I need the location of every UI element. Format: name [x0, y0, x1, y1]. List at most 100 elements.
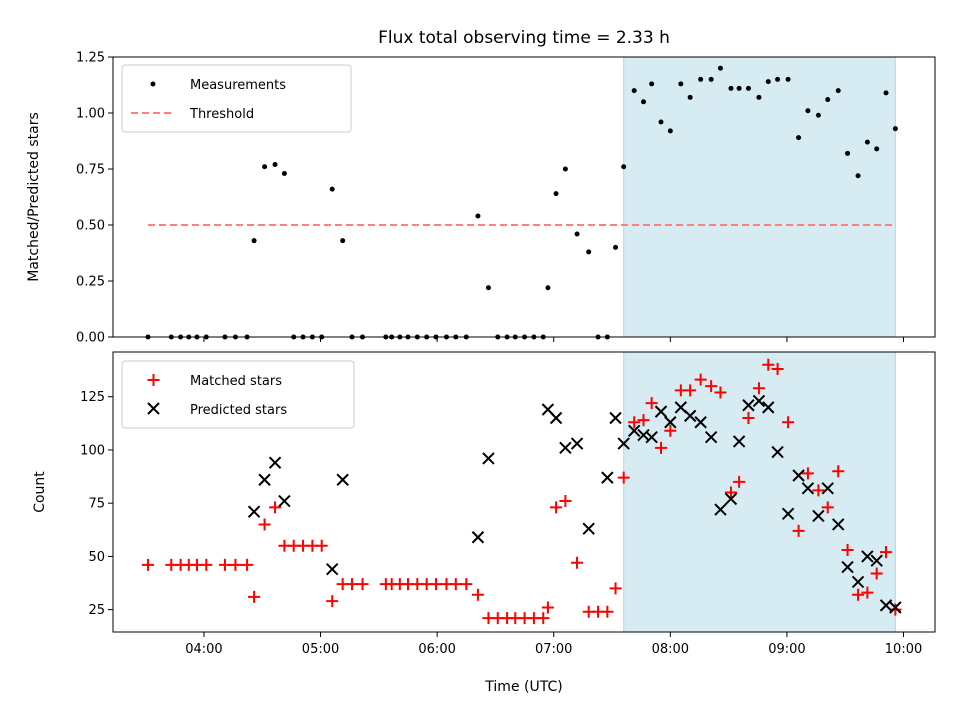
measurement-point — [805, 108, 811, 114]
top-x-ticks — [203, 337, 905, 342]
matched-star-marker — [241, 558, 254, 571]
predicted-star-marker — [801, 482, 815, 495]
measurement-point — [613, 244, 619, 250]
matched-star-marker — [880, 546, 893, 559]
measurement-point — [574, 231, 580, 237]
matched-star-marker — [771, 363, 784, 376]
top-legend: Measurements Threshold — [121, 64, 352, 133]
legend-label-predicted-stars: Predicted stars — [190, 403, 287, 418]
matched-star-marker — [705, 380, 718, 393]
predicted-star-marker — [582, 522, 595, 535]
bottom-shaded-region — [623, 351, 896, 633]
matched-star-marker — [684, 384, 697, 397]
top-axes-frame — [112, 56, 936, 338]
legend-label-measurements: Measurements — [190, 78, 286, 93]
predicted-star-marker — [247, 505, 261, 518]
measurement-point — [251, 238, 257, 244]
top-panel: 0.00 0.25 0.50 0.75 1.00 1.25 Matched/Predict… — [26, 51, 936, 346]
y-tick-label: 1.00 — [76, 107, 105, 122]
bottom-axes-frame — [112, 351, 936, 633]
matched-star-marker — [141, 558, 154, 571]
predicted-star-marker — [704, 430, 718, 444]
top-shaded-region — [623, 56, 896, 338]
legend-marker-measurements — [150, 81, 156, 87]
predicted-star-marker — [832, 518, 845, 531]
predicted-star-marker — [654, 405, 668, 418]
matched-star-marker — [617, 471, 630, 484]
measurement-point — [892, 126, 898, 132]
x-tick-label: 10:00 — [885, 642, 922, 657]
matched-star-marker — [637, 414, 650, 427]
y-tick-label: 50 — [88, 550, 105, 565]
top-shaded-rect — [623, 56, 896, 338]
measurement-point — [698, 76, 704, 82]
matched-star-marker — [550, 501, 563, 514]
matched-star-marker — [832, 465, 845, 478]
matched-star-marker — [258, 518, 271, 531]
matched-star-marker — [762, 358, 775, 371]
predicted-star-marker — [821, 482, 834, 495]
matched-star-marker — [346, 578, 359, 591]
x-tick-label: 04:00 — [185, 642, 222, 657]
predicted-star-marker — [278, 494, 291, 508]
matched-star-marker — [460, 578, 473, 591]
predicted-star-marker — [482, 452, 495, 465]
measurement-point — [765, 79, 771, 85]
matched-star-marker — [471, 588, 484, 601]
predicted-star-marker — [325, 562, 339, 576]
y-tick-label: 25 — [88, 603, 105, 618]
matched-star-marker — [356, 578, 369, 591]
predicted-star-marker — [762, 401, 775, 414]
matched-star-marker — [724, 486, 737, 499]
matched-star-marker — [609, 582, 622, 595]
matched-star-marker — [571, 556, 584, 569]
predicted-star-marker — [714, 503, 727, 516]
predicted-star-marker — [627, 424, 641, 437]
legend-marker-predicted-stars — [147, 402, 160, 415]
measurement-point — [756, 94, 762, 100]
measurement-point — [785, 76, 791, 82]
predicted-star-marker — [889, 601, 902, 614]
matched-star-marker — [449, 578, 462, 591]
measurement-point — [796, 135, 802, 141]
measurement-point — [687, 94, 693, 100]
predicted-star-marker — [601, 471, 614, 484]
y-tick-label: 0.00 — [76, 331, 105, 346]
y-tick-label: 1.25 — [76, 51, 105, 66]
matched-star-marker — [655, 441, 667, 454]
matched-star-marker — [752, 382, 765, 395]
predicted-star-marker — [609, 411, 622, 425]
matched-star-marker — [733, 475, 746, 488]
measurement-point — [708, 76, 714, 82]
legend-marker-matched-stars — [147, 374, 160, 386]
matched-star-marker — [694, 373, 707, 386]
matched-star-marker — [429, 578, 442, 591]
bot-shaded-rect — [623, 351, 896, 633]
predicted-star-marker — [570, 437, 584, 450]
measurement-point — [641, 99, 647, 105]
measurement-point — [658, 119, 664, 125]
matched-star-marker — [541, 601, 554, 614]
measurement-point — [736, 85, 742, 91]
matched-star-marker — [714, 386, 727, 399]
predicted-star-marker — [683, 409, 697, 423]
matched-star-points — [141, 358, 902, 625]
matched-star-marker — [645, 397, 658, 410]
measurement-point — [272, 162, 278, 168]
predicted-star-marker — [258, 473, 271, 486]
bottom-y-ticks: 25 50 75 100 125 — [80, 390, 113, 618]
top-y-axis-label: Matched/Predicted stars — [26, 112, 42, 282]
x-axis-label: Time (UTC) — [484, 679, 562, 695]
bottom-panel: 25 50 75 100 125 04:00 05:00 06:00 07:00 08:00 09… — [32, 351, 936, 695]
matched-star-marker — [664, 424, 677, 437]
top-y-ticks: 0.00 0.25 0.50 0.75 1.00 1.25 — [76, 51, 113, 346]
predicted-star-marker — [645, 430, 658, 444]
y-tick-label: 0.50 — [76, 219, 105, 234]
matched-star-marker — [812, 484, 825, 497]
measurement-point — [835, 88, 841, 94]
y-tick-label: 75 — [88, 497, 105, 512]
measurement-point — [864, 139, 870, 145]
measurement-point — [281, 170, 287, 176]
predicted-star-marker — [792, 469, 805, 482]
